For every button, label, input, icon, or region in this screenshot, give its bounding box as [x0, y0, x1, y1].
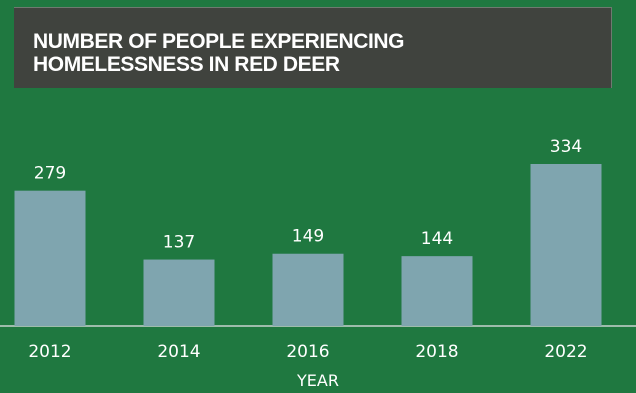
bar-2022 — [530, 164, 602, 326]
data-label-2018: 144 — [421, 229, 453, 249]
x-axis-title: YEAR — [297, 371, 339, 390]
bar-2018 — [401, 256, 473, 326]
data-label-2016: 149 — [292, 227, 324, 247]
x-tick-label-2018: 2018 — [415, 342, 458, 362]
chart-title-line-1: NUMBER OF PEOPLE EXPERIENCING — [33, 30, 405, 53]
data-label-2014: 137 — [163, 233, 195, 253]
x-tick-label-2022: 2022 — [544, 342, 587, 362]
bar-2016 — [272, 253, 344, 326]
chart-title: NUMBER OF PEOPLE EXPERIENCING HOMELESSNES… — [33, 30, 473, 76]
data-label-2022: 334 — [550, 137, 582, 157]
x-tick-label-2014: 2014 — [157, 342, 200, 362]
chart-title-line-2: HOMELESSNESS IN RED DEER — [33, 53, 340, 76]
bar-2012 — [14, 190, 86, 326]
data-label-2012: 279 — [34, 164, 66, 184]
chart-title-box: NUMBER OF PEOPLE EXPERIENCING HOMELESSNES… — [14, 7, 612, 88]
x-tick-label-2016: 2016 — [286, 342, 329, 362]
x-tick-label-2012: 2012 — [28, 342, 71, 362]
bar-2014 — [143, 259, 215, 326]
